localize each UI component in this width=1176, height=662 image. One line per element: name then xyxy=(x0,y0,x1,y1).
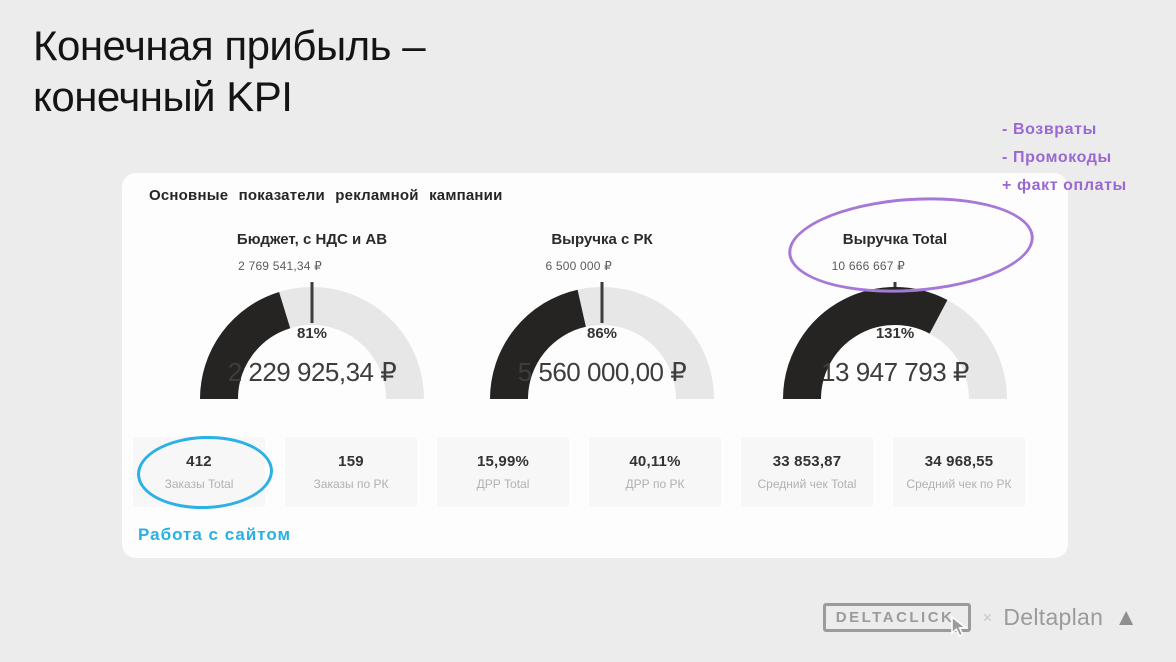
gauge-title: Выручка с РК xyxy=(551,231,653,248)
kpi-label: ДРР Total xyxy=(476,477,530,491)
gauge-percent: 86% xyxy=(586,325,618,342)
cursor-icon xyxy=(951,615,969,638)
gauge-arc xyxy=(200,282,424,400)
gauge-arc xyxy=(490,282,714,400)
gauge-value: 2 229 925,34 ₽ xyxy=(227,357,397,387)
kpi-value: 40,11% xyxy=(629,453,681,470)
kpi-label: Заказы Total xyxy=(164,477,234,491)
brand-separator: × xyxy=(982,607,993,627)
handwritten-notes: - Возвраты - Промокоды + факт оплаты xyxy=(1002,116,1127,200)
gauge-budget: Бюджет, с НДС и АВ 2 769 541,34 ₽ 81% 2 … xyxy=(167,231,457,421)
kpi-value: 159 xyxy=(338,453,364,470)
page-title: Конечная прибыль – конечный KPI xyxy=(33,22,426,120)
gauge-target-label: 6 500 000 ₽ xyxy=(545,259,612,273)
kpi-card-drr-total: 15,99% ДРР Total xyxy=(437,437,569,507)
note-site-work: Работа с сайтом xyxy=(138,525,292,544)
kpi-value: 33 853,87 xyxy=(772,453,842,470)
kpi-label: Средний чек по РК xyxy=(906,477,1012,491)
kpi-value: 34 968,55 xyxy=(924,453,994,470)
kpi-card-avg-check-total: 33 853,87 Средний чек Total xyxy=(741,437,873,507)
kpi-label: Заказы по РК xyxy=(313,477,389,491)
note-promocodes: - Промокоды xyxy=(1002,149,1112,166)
kpi-card-drr-rk: 40,11% ДРР по РК xyxy=(589,437,721,507)
kpi-card-orders-rk: 159 Заказы по РК xyxy=(285,437,417,507)
gauge-revenue-rk: Выручка с РК 6 500 000 ₽ 86% 5 560 000,0… xyxy=(457,231,747,421)
gauge-percent: 81% xyxy=(296,325,328,342)
gauge-title: Выручка Total xyxy=(842,231,948,248)
kpi-card-avg-check-rk: 34 968,55 Средний чек по РК xyxy=(893,437,1025,507)
gauge-value: 13 947 793 ₽ xyxy=(821,357,969,387)
kpi-value: 412 xyxy=(186,453,212,470)
gauge-target-label: 10 666 667 ₽ xyxy=(831,259,905,273)
deltaplan-logo: Deltaplan xyxy=(1003,604,1104,630)
kpi-card-orders-total: 412 Заказы Total xyxy=(133,437,265,507)
kpi-value: 15,99% xyxy=(476,453,530,470)
dashboard-card: Основные показатели рекламной кампании Б… xyxy=(122,173,1068,558)
kpi-cards-row: 412 Заказы Total 159 Заказы по РК 15,99%… xyxy=(133,437,1025,507)
kpi-label: ДРР по РК xyxy=(625,477,685,491)
gauge-value: 5 560 000,00 ₽ xyxy=(517,357,687,387)
deltaclick-label: DELTACLICK xyxy=(835,609,955,626)
deltaclick-logo: DELTACLICK xyxy=(822,603,972,638)
footer-brands: DELTACLICK × Deltaplan ▲ xyxy=(822,603,1138,638)
gauge-percent: 131% xyxy=(875,325,915,342)
gauge-revenue-total: Выручка Total 10 666 667 ₽ 131% 13 947 7… xyxy=(750,231,1040,421)
triangle-icon: ▲ xyxy=(1114,603,1138,631)
gauge-target-label: 2 769 541,34 ₽ xyxy=(238,259,322,273)
note-returns: - Возвраты xyxy=(1002,121,1097,138)
kpi-label: Средний чек Total xyxy=(757,477,857,491)
gauge-arc xyxy=(783,282,1007,400)
note-payment-fact: + факт оплаты xyxy=(1002,177,1127,194)
dashboard-title: Основные показатели рекламной кампании xyxy=(149,187,503,204)
gauge-title: Бюджет, с НДС и АВ xyxy=(236,231,388,248)
